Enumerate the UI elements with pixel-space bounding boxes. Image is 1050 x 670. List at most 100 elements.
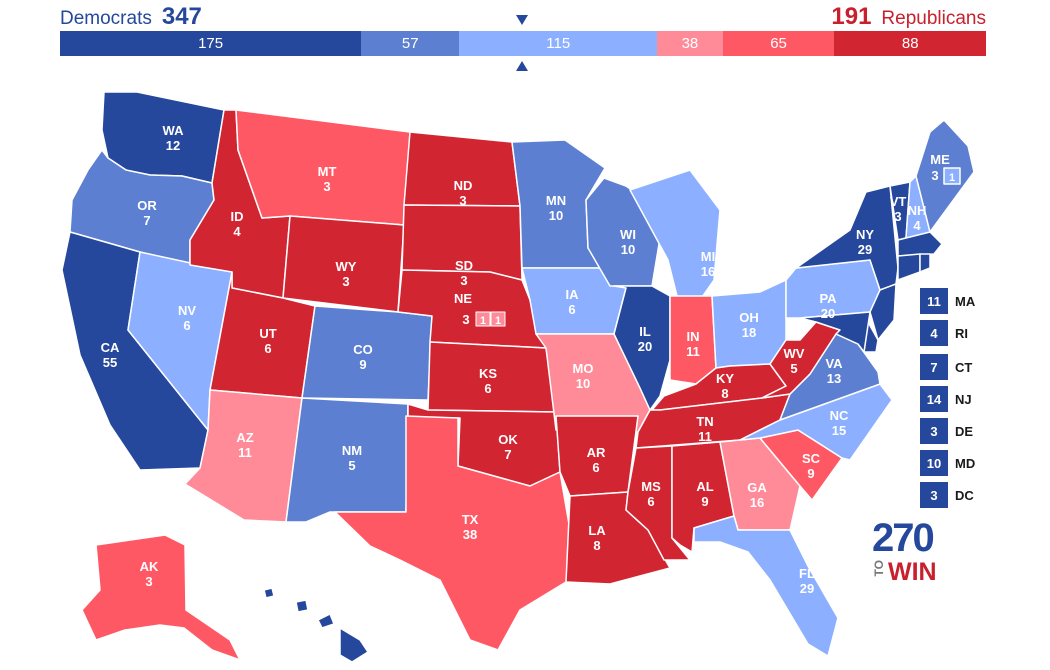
state-label-ND: ND [454, 178, 473, 193]
state-votes-AL: 9 [701, 494, 708, 509]
democrats-label: Democrats [60, 8, 152, 29]
bar-segment-safe-dem[interactable]: 175 [60, 31, 362, 56]
state-label-OH: OH [739, 310, 759, 325]
small-state-DE[interactable]: 3 DE [920, 418, 1000, 444]
bar-segment-likely-rep[interactable]: 65 [722, 31, 835, 56]
state-NM[interactable] [285, 397, 409, 523]
state-label-MT: MT [318, 164, 337, 179]
republicans-total: 191 Republicans [831, 4, 986, 32]
state-label-OR: OR [137, 198, 157, 213]
logo-to: TO [872, 560, 886, 577]
state-votes-WA: 12 [166, 138, 180, 153]
state-HI-oahu[interactable] [295, 599, 309, 613]
state-votes-ND: 3 [459, 193, 466, 208]
state-label-PA: PA [819, 291, 837, 306]
state-label-VT: VT [890, 194, 907, 209]
bar-segment-label: 38 [681, 35, 699, 52]
state-votes-SC: 9 [807, 466, 814, 481]
state-RI[interactable] [919, 253, 931, 273]
state-votes-NV: 6 [183, 318, 190, 333]
state-votes-IN: 11 [686, 344, 700, 359]
state-votes-VA: 13 [827, 371, 841, 386]
state-label-MI: MI [701, 249, 715, 264]
state-AK[interactable] [81, 534, 241, 661]
270-marker-bottom-icon [516, 61, 528, 71]
state-votes-IL: 20 [638, 339, 652, 354]
bar-segment-label: 115 [546, 35, 571, 52]
state-label-AL: AL [696, 479, 713, 494]
state-votes-OR: 7 [143, 213, 150, 228]
bar-segment-label: 175 [198, 35, 224, 52]
state-label-KY: KY [716, 371, 734, 386]
state-HI-maui[interactable] [317, 613, 335, 629]
state-ME-cd2[interactable] [943, 167, 961, 185]
us-electoral-map: WA12OR7CA55NV6ID4MT3WY3UT6AZ11CO9NM5ND3S… [61, 91, 975, 666]
state-label-OK: OK [498, 432, 518, 447]
state-label-UT: UT [259, 326, 276, 341]
state-label-MS: MS [641, 479, 661, 494]
state-votes-AK: 3 [145, 574, 152, 589]
small-state-label: DC [955, 487, 974, 503]
state-NE-cd2[interactable] [490, 311, 506, 327]
bar-segment-safe-rep[interactable]: 88 [834, 31, 986, 56]
state-label-AK: AK [140, 559, 159, 574]
bar-segment-label: 57 [401, 35, 419, 52]
state-label-WI: WI [620, 227, 636, 242]
state-votes-HI: 4 [318, 651, 326, 666]
state-votes-UT: 6 [264, 341, 271, 356]
state-label-AR: AR [587, 445, 606, 460]
state-votes-NY: 29 [858, 242, 872, 257]
state-label-KS: KS [479, 366, 497, 381]
state-HI-big[interactable] [339, 627, 369, 663]
270towin-logo[interactable]: 270 TO WIN [872, 516, 952, 586]
democrats-total: Democrats 347 [60, 4, 202, 32]
split-vote-me_cd2: 1 [949, 172, 955, 184]
state-IL[interactable] [613, 285, 671, 411]
state-label-FL: FL [799, 566, 815, 581]
state-label-NV: NV [178, 303, 196, 318]
state-votes-GA: 16 [750, 495, 764, 510]
bar-segment-lean-rep[interactable]: 38 [657, 31, 723, 56]
small-state-CT[interactable]: 7 CT [920, 354, 1000, 380]
state-HI-kauai[interactable] [263, 587, 275, 599]
state-votes-MI: 16 [701, 264, 715, 279]
state-votes-TN: 11 [698, 429, 712, 444]
state-label-SD: SD [455, 258, 473, 273]
bar-segment-lean-dem[interactable]: 115 [459, 31, 658, 56]
bar-segment-likely-dem[interactable]: 57 [361, 31, 460, 56]
state-label-NH: NH [908, 203, 927, 218]
small-state-NJ[interactable]: 14 NJ [920, 386, 1000, 412]
state-MD[interactable] [799, 311, 871, 353]
republicans-label: Republicans [881, 8, 986, 29]
state-votes-NC: 15 [832, 423, 846, 438]
state-NE-cd1[interactable] [475, 311, 491, 327]
state-MI[interactable] [629, 169, 721, 301]
state-votes-WI: 10 [621, 242, 635, 257]
state-votes-SD: 3 [460, 273, 467, 288]
state-label-IL: IL [639, 324, 651, 339]
state-MA[interactable] [897, 231, 943, 257]
state-FL[interactable] [693, 515, 839, 657]
small-state-votes: 14 [920, 386, 948, 412]
header: Democrats 347 191 Republicans 175 57 115 3… [0, 0, 1050, 80]
small-state-RI[interactable]: 4 RI [920, 320, 1000, 346]
state-label-NE: NE [454, 291, 472, 306]
state-label-MN: MN [546, 193, 566, 208]
state-votes-MS: 6 [647, 494, 654, 509]
state-votes-KY: 8 [721, 386, 728, 401]
state-label-MO: MO [573, 361, 594, 376]
state-votes-PA: 20 [821, 306, 835, 321]
small-state-DC[interactable]: 3 DC [920, 482, 1000, 508]
state-votes-AR: 6 [592, 460, 599, 475]
state-NJ[interactable] [869, 283, 897, 341]
state-votes-ID: 4 [233, 224, 241, 239]
state-TX[interactable] [334, 415, 571, 651]
small-state-votes: 4 [920, 320, 948, 346]
state-votes-MO: 10 [576, 376, 590, 391]
small-state-votes: 3 [920, 418, 948, 444]
state-CT[interactable] [897, 253, 921, 281]
state-votes-IA: 6 [568, 302, 575, 317]
small-state-MD[interactable]: 10 MD [920, 450, 1000, 476]
small-state-MA[interactable]: 11 MA [920, 288, 1000, 314]
state-label-LA: LA [588, 523, 606, 538]
